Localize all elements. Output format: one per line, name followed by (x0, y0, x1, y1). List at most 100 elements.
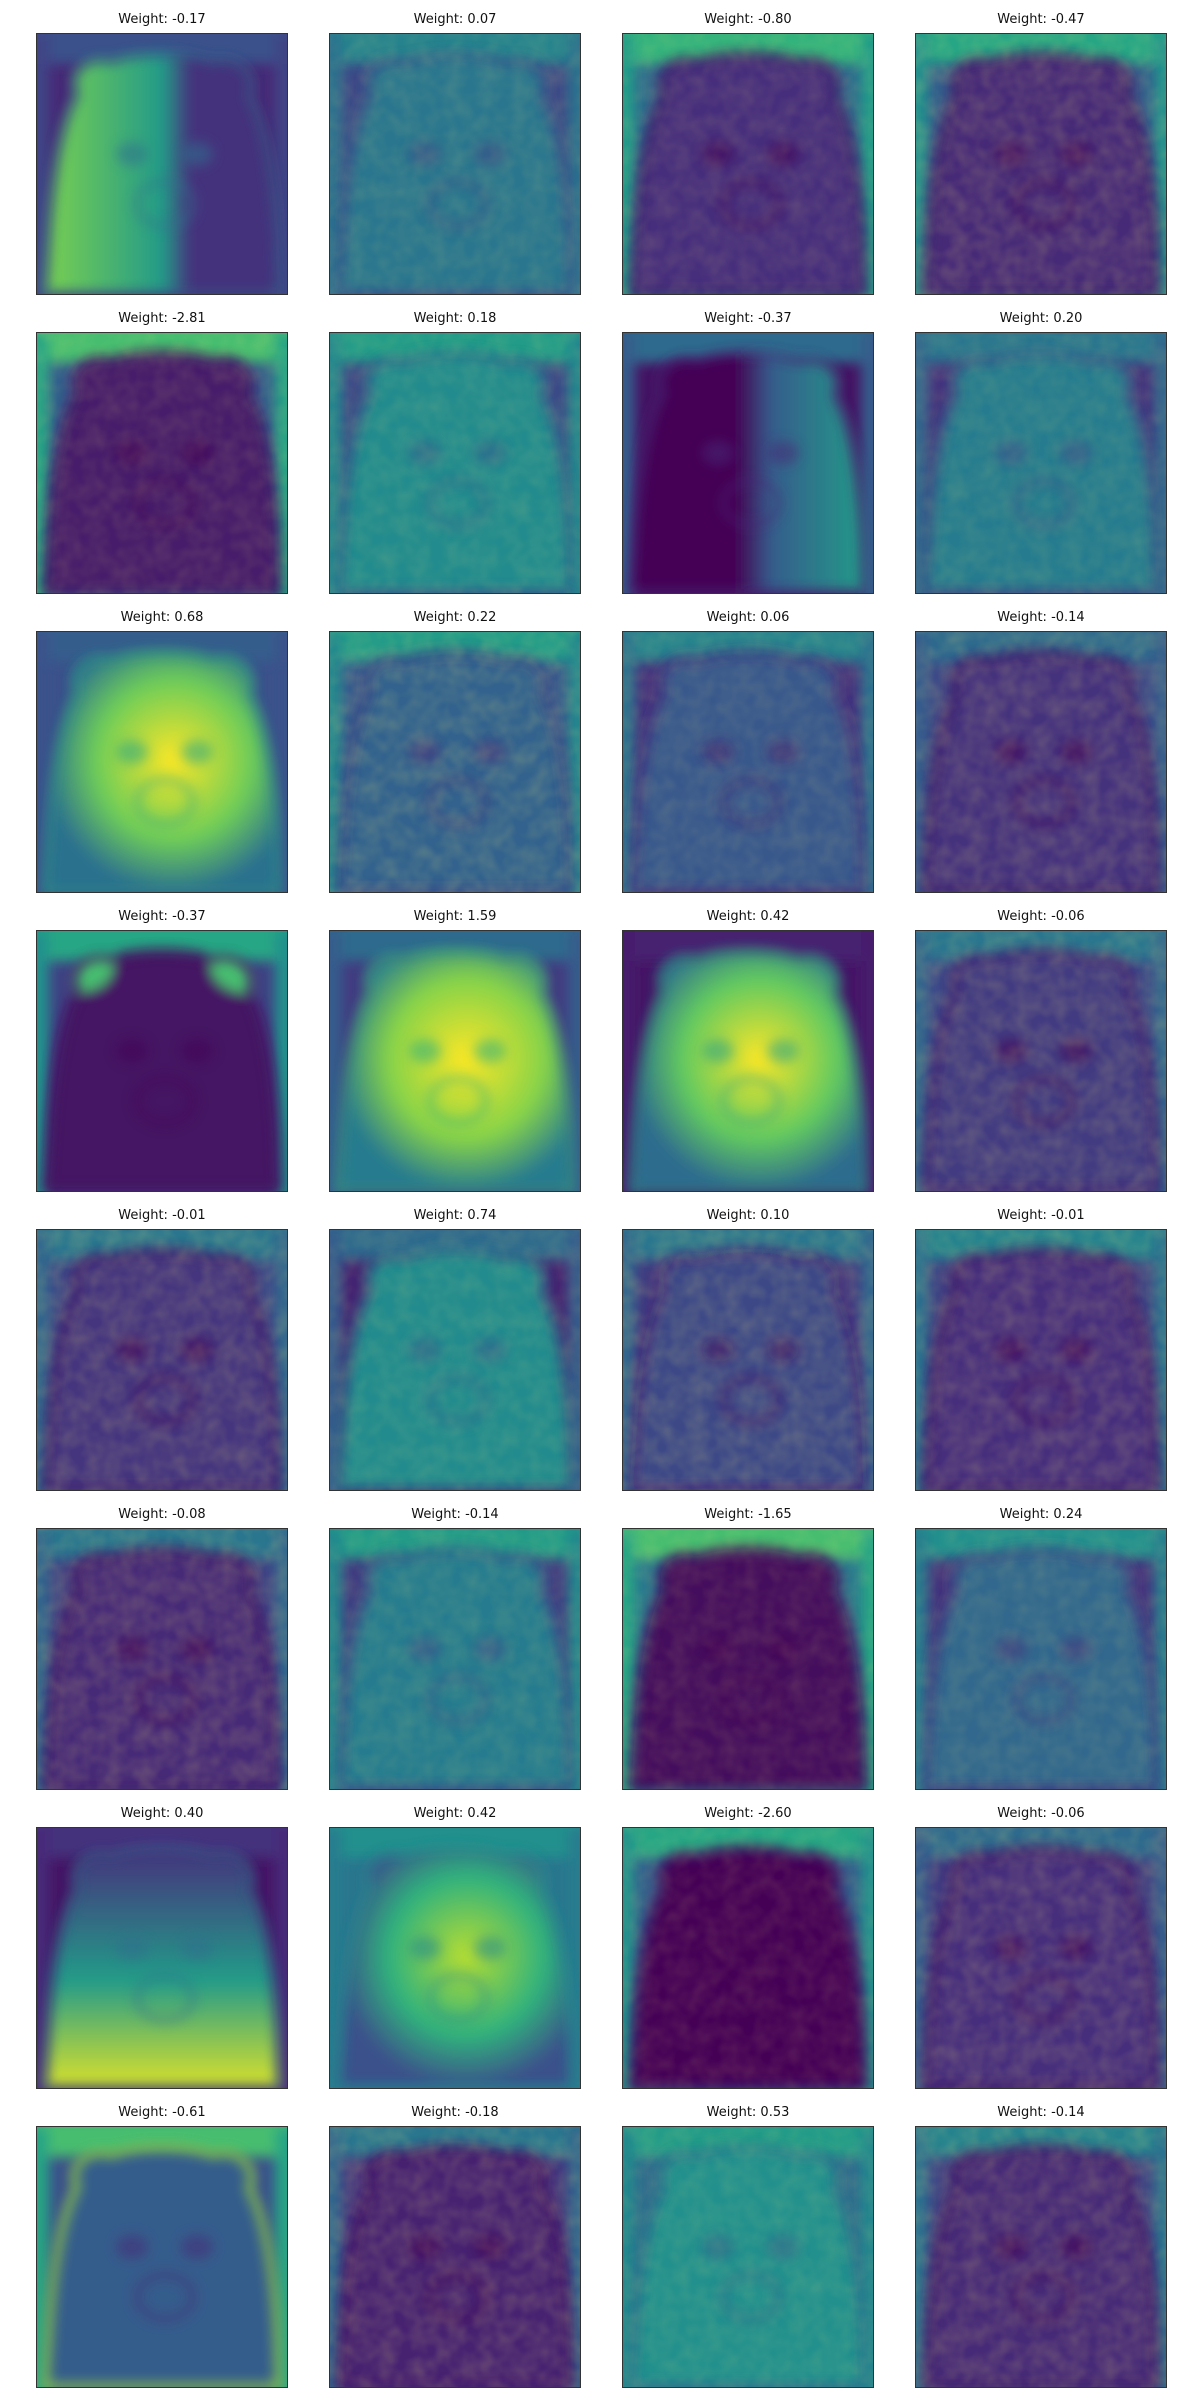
map-noise-texture (916, 2127, 1166, 2387)
panel-weight-title: Weight: -0.06 (915, 907, 1167, 927)
map-noise-texture (330, 333, 580, 593)
activation-map (622, 631, 874, 893)
panel-weight-title: Weight: -0.14 (915, 2103, 1167, 2123)
activation-map (329, 631, 581, 893)
map-noise-texture (623, 34, 873, 294)
activation-heatmap-image (623, 1828, 873, 2088)
activation-panel: Weight: 0.24 (915, 1505, 1167, 1789)
activation-panel: Weight: -0.06 (915, 907, 1167, 1191)
map-noise-texture (330, 1230, 580, 1490)
map-subject-region (45, 2148, 279, 2388)
activation-map (622, 2126, 874, 2388)
activation-heatmap-image (916, 333, 1166, 593)
activation-heatmap-image (37, 1230, 287, 1490)
panel-weight-title: Weight: -0.18 (329, 2103, 581, 2123)
activation-map (36, 33, 288, 295)
activation-heatmap-image (330, 1828, 580, 2088)
map-noise-texture (916, 1529, 1166, 1789)
activation-panel: Weight: 0.53 (622, 2103, 874, 2387)
activation-map (622, 930, 874, 1192)
panel-weight-title: Weight: -0.61 (36, 2103, 288, 2123)
map-subject-region (45, 1849, 279, 2089)
activation-map (622, 1528, 874, 1790)
activation-heatmap-image (623, 333, 873, 593)
activation-heatmap-image (330, 2127, 580, 2387)
activation-panel: Weight: -2.60 (622, 1804, 874, 2088)
map-noise-texture (37, 333, 287, 593)
activation-heatmap-image (37, 333, 287, 593)
activation-map (36, 1827, 288, 2089)
map-noise-texture (916, 1230, 1166, 1490)
panel-weight-title: Weight: 0.40 (36, 1804, 288, 1824)
activation-panel: Weight: -0.14 (329, 1505, 581, 1789)
map-noise-texture (330, 632, 580, 892)
map-noise-texture (623, 1828, 873, 2088)
panel-weight-title: Weight: 0.42 (329, 1804, 581, 1824)
activation-map (329, 930, 581, 1192)
panel-weight-title: Weight: 0.07 (329, 10, 581, 30)
panel-weight-title: Weight: 0.22 (329, 608, 581, 628)
activation-map (622, 332, 874, 594)
map-noise-texture (916, 34, 1166, 294)
activation-map (915, 930, 1167, 1192)
activation-map (36, 631, 288, 893)
map-noise-texture (330, 2127, 580, 2387)
activation-heatmap-image (330, 1230, 580, 1490)
activation-heatmap-image (37, 632, 287, 892)
panel-weight-title: Weight: -0.08 (36, 1505, 288, 1525)
panel-weight-title: Weight: 0.68 (36, 608, 288, 628)
map-subject-region (631, 354, 865, 594)
map-subject-region (338, 1849, 572, 2089)
activation-map (36, 2126, 288, 2388)
activation-panel: Weight: -2.81 (36, 309, 288, 593)
panel-weight-title: Weight: 1.59 (329, 907, 581, 927)
activation-panel: Weight: -0.47 (915, 10, 1167, 294)
activation-panel: Weight: 0.68 (36, 608, 288, 892)
activation-heatmap-image (330, 34, 580, 294)
map-noise-texture (623, 1230, 873, 1490)
activation-panel: Weight: -1.65 (622, 1505, 874, 1789)
panel-weight-title: Weight: -0.80 (622, 10, 874, 30)
activation-panel: Weight: 0.74 (329, 1206, 581, 1490)
activation-panel: Weight: -0.08 (36, 1505, 288, 1789)
activation-heatmap-image (623, 34, 873, 294)
activation-heatmap-image (623, 2127, 873, 2387)
panel-weight-title: Weight: 0.24 (915, 1505, 1167, 1525)
map-noise-texture (623, 2127, 873, 2387)
panel-weight-title: Weight: 0.42 (622, 907, 874, 927)
panel-weight-title: Weight: -1.65 (622, 1505, 874, 1525)
activation-map (36, 1528, 288, 1790)
activation-heatmap-image (623, 931, 873, 1191)
activation-heatmap-image (37, 931, 287, 1191)
activation-heatmap-image (916, 1529, 1166, 1789)
activation-map (329, 1528, 581, 1790)
panel-weight-title: Weight: -2.60 (622, 1804, 874, 1824)
map-noise-texture (916, 632, 1166, 892)
activation-panel: Weight: -0.06 (915, 1804, 1167, 2088)
panel-weight-title: Weight: -0.47 (915, 10, 1167, 30)
activation-heatmap-image (37, 2127, 287, 2387)
activation-map (329, 2126, 581, 2388)
map-noise-texture (916, 333, 1166, 593)
activation-panel: Weight: -0.01 (36, 1206, 288, 1490)
activation-panel: Weight: -0.18 (329, 2103, 581, 2387)
map-subject-region (338, 952, 572, 1192)
activation-heatmap-image (916, 931, 1166, 1191)
map-subject-region (45, 55, 279, 295)
panel-weight-title: Weight: -0.01 (915, 1206, 1167, 1226)
activation-heatmap-image (330, 931, 580, 1191)
activation-panel: Weight: 0.10 (622, 1206, 874, 1490)
panel-weight-title: Weight: -2.81 (36, 309, 288, 329)
activation-panel: Weight: 1.59 (329, 907, 581, 1191)
panel-weight-title: Weight: 0.20 (915, 309, 1167, 329)
activation-panel: Weight: 0.07 (329, 10, 581, 294)
activation-panel: Weight: -0.14 (915, 2103, 1167, 2387)
activation-panel: Weight: -0.37 (622, 309, 874, 593)
activation-heatmap-image (330, 1529, 580, 1789)
activation-heatmap-image (623, 1230, 873, 1490)
activation-panel: Weight: 0.20 (915, 309, 1167, 593)
panel-weight-title: Weight: 0.53 (622, 2103, 874, 2123)
activation-panel: Weight: 0.42 (329, 1804, 581, 2088)
activation-heatmap-image (916, 2127, 1166, 2387)
